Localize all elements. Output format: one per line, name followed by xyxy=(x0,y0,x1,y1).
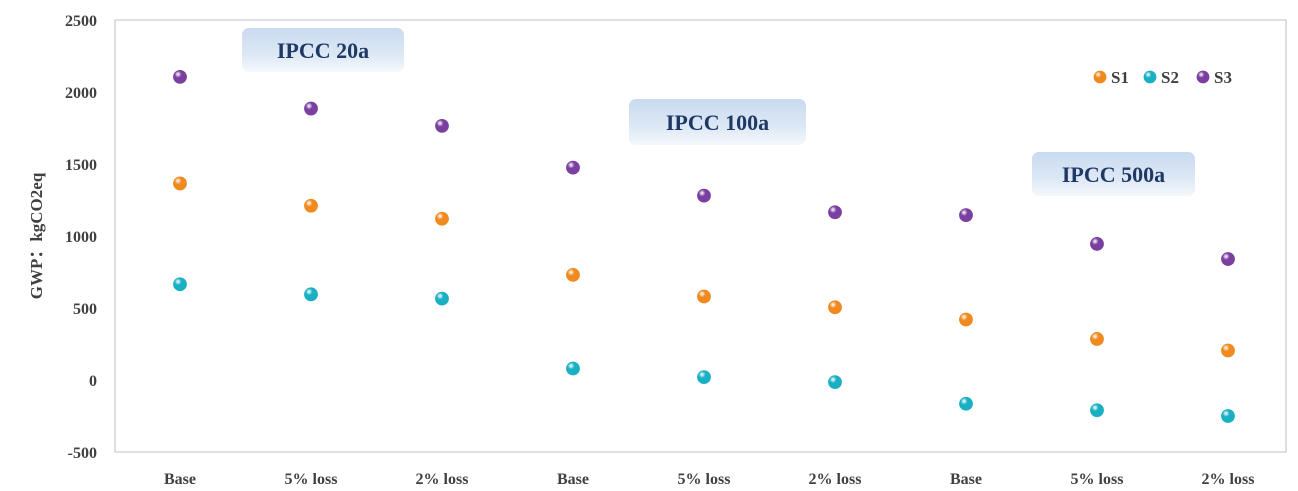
legend-marker-s1 xyxy=(1093,70,1107,84)
x-tick-label: 2% loss xyxy=(809,471,862,488)
point-s2 xyxy=(828,375,842,390)
point-s3 xyxy=(566,160,580,175)
point-s1 xyxy=(697,289,711,304)
x-tick-label: 5% loss xyxy=(1071,471,1124,488)
annotation-label: IPCC 500a xyxy=(1062,162,1165,187)
point-s2 xyxy=(304,287,318,302)
y-tick-label: 1500 xyxy=(65,157,97,174)
point-s2 xyxy=(1221,409,1235,423)
point-s2 xyxy=(173,277,187,292)
point-s3 xyxy=(697,188,711,203)
point-s3 xyxy=(1090,237,1104,251)
x-axis-ticks: Base 5% loss 2% loss Base 5% loss 2% loss Base… xyxy=(164,471,1254,488)
point-s2 xyxy=(697,370,711,385)
annotation-boxes: IPCC 20a IPCC 100a IPCC 500a xyxy=(242,28,1195,196)
y-tick-label: 2500 xyxy=(65,13,97,30)
annotation-box xyxy=(242,28,404,72)
x-tick-label: Base xyxy=(164,471,196,488)
point-s2 xyxy=(435,291,449,306)
point-s1 xyxy=(959,312,973,327)
point-s1 xyxy=(1221,343,1235,358)
legend-label-s1: S1 xyxy=(1111,68,1129,87)
y-tick-label: 2000 xyxy=(65,85,97,102)
point-s1 xyxy=(173,176,187,191)
annotation-box xyxy=(629,99,806,145)
annotation-box xyxy=(1032,152,1195,196)
y-tick-label: 0 xyxy=(89,373,97,390)
point-s3 xyxy=(828,205,842,220)
legend-label-s3: S3 xyxy=(1214,68,1232,87)
point-s3 xyxy=(959,208,973,223)
y-tick-label: 1000 xyxy=(65,229,97,246)
point-s3 xyxy=(1221,252,1235,266)
point-s3 xyxy=(173,69,187,84)
legend-label-s2: S2 xyxy=(1161,68,1179,87)
point-s2 xyxy=(566,361,580,376)
point-s3 xyxy=(435,118,449,133)
point-s2 xyxy=(959,396,973,411)
y-axis-label: GWP：kgCO2eq xyxy=(27,172,46,299)
point-s1 xyxy=(566,267,580,282)
y-axis-ticks: -500 0 500 1000 1500 2000 2500 xyxy=(65,13,97,462)
point-s3 xyxy=(304,101,318,116)
x-tick-label: 2% loss xyxy=(416,471,469,488)
point-s1 xyxy=(304,198,318,213)
point-s1 xyxy=(1090,332,1104,346)
x-tick-label: 5% loss xyxy=(285,471,338,488)
y-tick-label: -500 xyxy=(68,445,97,462)
x-tick-label: Base xyxy=(950,471,982,488)
annotation-label: IPCC 20a xyxy=(277,38,369,63)
point-s1 xyxy=(435,211,449,226)
x-tick-label: Base xyxy=(557,471,589,488)
legend-marker-s3 xyxy=(1196,70,1210,84)
data-points xyxy=(173,69,1235,423)
annotation-label: IPCC 100a xyxy=(666,110,769,135)
legend: S1 S2 S3 xyxy=(1093,68,1232,87)
x-tick-label: 5% loss xyxy=(678,471,731,488)
point-s1 xyxy=(828,300,842,315)
x-tick-label: 2% loss xyxy=(1202,471,1255,488)
point-s2 xyxy=(1090,403,1104,418)
legend-marker-s2 xyxy=(1143,70,1157,84)
y-tick-label: 500 xyxy=(73,301,97,318)
